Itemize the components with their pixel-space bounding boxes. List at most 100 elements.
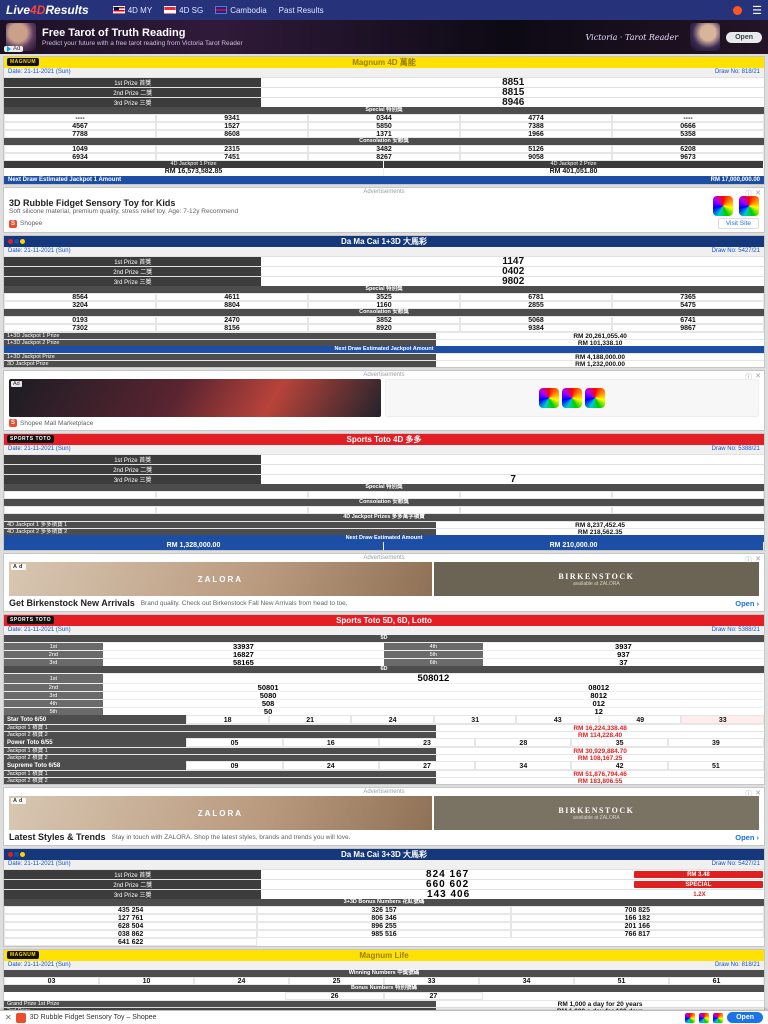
number-cell: 766 817 xyxy=(510,930,764,938)
ad-info-icon[interactable]: ⓘ xyxy=(745,191,753,198)
6d-first-row: 1st 508012 xyxy=(4,673,764,684)
kh-flag-icon xyxy=(215,6,228,14)
number-cell: 39 xyxy=(667,738,764,747)
magnum-jackpot-values: RM 16,573,582.85 RM 401,051.80 xyxy=(4,168,764,176)
prize-label-small: 6th xyxy=(384,659,483,666)
ad-info-icon[interactable]: ⓘ xyxy=(745,374,753,381)
visit-site-button[interactable]: Visit Site xyxy=(717,218,759,229)
shopee-ad-card: Advertisements ⓘ ✕ 3D Rubble Fidget Senso… xyxy=(3,187,765,233)
toto-consolation-grid xyxy=(4,506,764,514)
bottom-ad-title: 3D Rubble Fidget Sensory Toy – Shopee xyxy=(29,1014,157,1021)
info-value: RM 8,237,452.45 xyxy=(575,522,626,529)
prize-row: 1st Prize 首獎 8851 xyxy=(4,77,764,88)
toto-56l-date-row: Date: 21-11-2021 (Sun) Draw No: 5388/21 xyxy=(4,626,764,635)
shopee-icon xyxy=(9,219,17,228)
power-toto-numbers: 05 16 23 28 35 39 xyxy=(186,738,764,747)
magnum-next-draw-bar: Next Draw Estimated Jackpot 1 Amount RM … xyxy=(4,176,764,184)
prize-label-small: 1st xyxy=(4,674,103,683)
nav-tab[interactable]: Past Results xyxy=(279,6,324,15)
info-value: RM 114,228.40 xyxy=(578,732,623,739)
ad-close-icon[interactable]: ✕ xyxy=(755,190,761,197)
damacai-next-rows: 1+3D Jackpot Prize RM 4,188,000.00 3D Jack… xyxy=(4,353,764,368)
zalora-ad-image[interactable]: Ad ZALORA xyxy=(9,562,432,596)
ad-image-left[interactable]: Ad xyxy=(9,379,381,417)
damacai-33d-header: Da Ma Cai 3+3D 大馬彩 xyxy=(4,849,764,860)
sixd-row: 4th 508 012 xyxy=(4,699,764,708)
number-cell: 7788 xyxy=(4,130,156,138)
nav-tab[interactable]: Cambodia xyxy=(215,6,267,15)
number-cell: 24 xyxy=(282,761,379,770)
bottom-ad-open-button[interactable]: Open xyxy=(727,1012,763,1023)
number-cell: 9673 xyxy=(612,153,764,161)
number-cell: 2855 xyxy=(460,301,612,309)
prize-number: 8815 xyxy=(502,87,525,98)
prize-number: 7 xyxy=(510,474,516,485)
magnum-life-winning-grid: 03 10 24 25 33 34 51 61 xyxy=(4,977,764,985)
number-cell: 5850 xyxy=(308,122,460,130)
info-value: RM 101,338.10 xyxy=(577,340,623,347)
birkenstock-panel[interactable]: BIRKENSTOCK available at ZALORA xyxy=(433,562,759,596)
ad-close-icon[interactable]: ✕ xyxy=(755,556,761,563)
damacai-logo xyxy=(8,239,25,244)
prize-row: 2nd Prize 二獎 8815 xyxy=(4,87,764,98)
info-value: RM 108,167.25 xyxy=(577,755,623,762)
info-label: 4D Jackpot 1 多多積寶 1 xyxy=(4,522,437,528)
nav-tab[interactable]: 4D MY xyxy=(112,6,152,15)
sixd-right-number: 08012 xyxy=(588,683,610,692)
notification-icon[interactable] xyxy=(733,5,743,15)
ad-close-icon[interactable]: ✕ xyxy=(755,373,761,380)
number-cell: 24 xyxy=(351,715,434,724)
6d-bar: 6D xyxy=(4,666,764,673)
number-cell: 51 xyxy=(574,977,669,985)
ad-open-button[interactable]: Open › xyxy=(735,833,759,842)
number-cell: 6781 xyxy=(460,293,612,301)
number-cell xyxy=(156,506,308,514)
ad-image-right[interactable] xyxy=(385,379,759,417)
number-cell: 8156 xyxy=(156,324,308,332)
birkenstock-panel[interactable]: BIRKENSTOCK available at ZALORA xyxy=(433,796,759,830)
next-draw-label: Next Draw Estimated Jackpot 1 Amount xyxy=(8,177,122,183)
damacai-top-prizes: 1st Prize 首獎 1147 2nd Prize 二獎 0402 3rd Priz… xyxy=(4,256,764,287)
ad-body-text: Stay in touch with ZALORA. Shop the late… xyxy=(111,833,351,841)
menu-icon[interactable]: ☰ xyxy=(752,4,762,17)
prize-row: 3rd Prize 三獎 8946 xyxy=(4,97,764,108)
damacai-logo xyxy=(8,852,25,857)
popit-image xyxy=(585,388,605,408)
prize-label: 3rd Prize 三獎 xyxy=(4,98,263,107)
info-value: RM 51,876,794.46 xyxy=(573,771,627,778)
ad-open-button[interactable]: Open xyxy=(726,31,762,43)
magnum-logo: MAGNUM xyxy=(7,951,40,959)
magnum-consolation-grid: 1049 2315 3482 5126 6208 6934 7451 8267 9058 9673 xyxy=(4,145,764,161)
ad-info-icon[interactable]: ⓘ xyxy=(745,557,753,564)
damacai-consolation-grid: 0193 2470 3852 5068 6741 7302 8156 8920 9384 9867 xyxy=(4,316,764,332)
next-draw-value: RM 17,000,000.00 xyxy=(710,177,760,183)
birkenstock-brand: BIRKENSTOCK xyxy=(558,571,635,581)
close-icon[interactable]: ✕ xyxy=(5,1013,12,1022)
winning-numbers-bar: Winning Numbers 中獎號碼 xyxy=(4,970,764,977)
zalora-ad-image[interactable]: Ad ZALORA xyxy=(9,796,432,830)
ad-badge[interactable]: Ad xyxy=(4,46,24,52)
info-label: 1+3D Jackpot 1 Prize xyxy=(4,333,437,339)
info-row: Jackpot 2 積寶 2 RM 108,167.25 xyxy=(4,754,764,762)
damacai-title: Da Ma Cai 1+3D 大馬彩 xyxy=(340,237,428,246)
ad-headline: 3D Rubble Fidget Sensory Toy for Kids xyxy=(9,197,176,208)
tarot-ad-text: Free Tarot of Truth Reading Predict your… xyxy=(42,27,574,46)
number-cell: 4567 xyxy=(4,122,156,130)
sixd-left-number: 5080 xyxy=(259,691,277,700)
magnum-4d-card: MAGNUM Magnum 4D 萬能 Date: 21-11-2021 (Su… xyxy=(3,56,765,185)
ad-close-icon[interactable]: ✕ xyxy=(755,790,761,797)
prize-label-small: 4th xyxy=(384,643,483,650)
draw-number: Draw No: 5388/21 xyxy=(711,446,760,452)
prize-number-small: 33937 xyxy=(232,642,254,651)
ad-open-button[interactable]: Open › xyxy=(735,599,759,608)
draw-number: Draw No: 818/21 xyxy=(714,69,760,75)
nav-tab[interactable]: 4D SG xyxy=(164,6,203,15)
number-cell: 166 182 xyxy=(510,914,764,922)
site-logo[interactable]: Live4DResults xyxy=(6,3,89,17)
number-cell: 435 254 xyxy=(4,906,258,914)
advertisements-label: Advertisements xyxy=(363,372,405,378)
ad-info-icon[interactable]: ⓘ xyxy=(745,791,753,798)
toto-jackpot-rows: 4D Jackpot 1 多多積寶 1 RM 8,237,452.45 4D Jac… xyxy=(4,521,764,536)
number-cell: 1049 xyxy=(4,145,156,153)
sixd-left-number: 508 xyxy=(261,699,275,708)
